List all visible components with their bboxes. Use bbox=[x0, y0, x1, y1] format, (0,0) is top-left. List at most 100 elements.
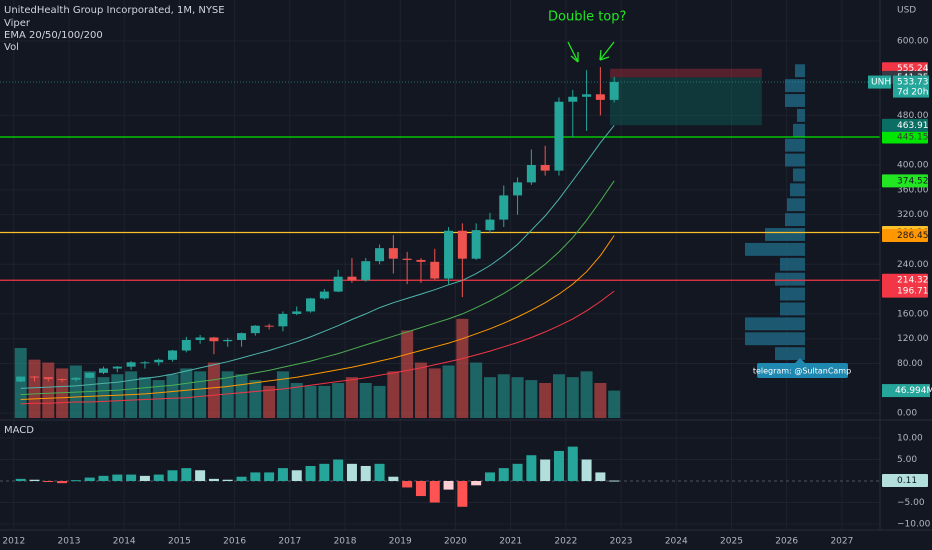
macd-bar bbox=[15, 478, 26, 482]
volume-profile-bar bbox=[745, 242, 805, 256]
candle-body bbox=[361, 261, 371, 281]
macd-bar bbox=[498, 468, 509, 482]
candle-body bbox=[71, 377, 81, 380]
candle-body bbox=[195, 337, 205, 340]
y-tick-label: −10.00 bbox=[897, 519, 931, 529]
macd-bar bbox=[374, 463, 385, 482]
x-tick-label: 2022 bbox=[554, 537, 577, 547]
candle-body bbox=[347, 276, 357, 281]
macd-bar bbox=[29, 479, 40, 482]
volume-bar bbox=[14, 348, 27, 418]
volume-bar bbox=[442, 365, 455, 418]
macd-bar bbox=[346, 463, 357, 482]
volume-bar bbox=[97, 377, 110, 418]
x-tick-label: 2020 bbox=[444, 537, 467, 547]
volume-bar bbox=[263, 385, 276, 418]
volume-bar bbox=[249, 380, 262, 418]
volume-tag bbox=[882, 384, 930, 398]
x-tick-label: 2013 bbox=[58, 537, 81, 547]
macd-bar bbox=[415, 481, 426, 497]
price-tag bbox=[882, 284, 928, 298]
volume-bar bbox=[207, 362, 220, 418]
macd-bar bbox=[567, 446, 578, 482]
x-tick-label: 2026 bbox=[775, 537, 798, 547]
position-risk bbox=[610, 68, 762, 78]
volume-tag-label: 46.994M bbox=[895, 386, 932, 396]
price-tag bbox=[882, 130, 928, 144]
macd-bar bbox=[126, 474, 137, 482]
telegram-label: telegram: @SultanCamp bbox=[753, 358, 851, 378]
volume-profile-bar bbox=[793, 123, 805, 137]
macd-bar bbox=[526, 455, 537, 482]
candle-body bbox=[16, 376, 26, 382]
price-tag-label: 445.15 bbox=[897, 133, 929, 143]
y-tick-label: 10.00 bbox=[897, 434, 923, 444]
candle-body bbox=[181, 339, 191, 351]
macd-bar bbox=[222, 479, 233, 482]
x-tick-label: 2019 bbox=[389, 537, 412, 547]
macd-bar bbox=[484, 472, 495, 482]
chart-title: UnitedHealth Group Incorporated, 1M, NYS… bbox=[4, 5, 225, 16]
x-tick-label: 2021 bbox=[499, 537, 522, 547]
candle-body bbox=[140, 362, 150, 364]
price-tag-label: 286.45 bbox=[897, 231, 929, 241]
label-text: telegram: @SultanCamp bbox=[753, 367, 851, 376]
x-tick-label: 2024 bbox=[665, 537, 688, 547]
volume-profile-bar bbox=[775, 272, 805, 286]
candle-body bbox=[526, 165, 536, 183]
volume-profile-bar bbox=[785, 94, 805, 107]
macd-bar bbox=[167, 470, 178, 482]
price-tag-label: 196.71 bbox=[897, 287, 929, 297]
volume-bar bbox=[511, 377, 524, 418]
candle-body bbox=[333, 276, 343, 292]
volume-profile-bar bbox=[797, 108, 805, 122]
candle-body bbox=[444, 230, 454, 279]
indicator-label: Viper bbox=[4, 18, 31, 29]
macd-bar bbox=[195, 470, 206, 482]
x-tick-label: 2014 bbox=[113, 537, 136, 547]
x-tick-label: 2016 bbox=[223, 537, 246, 547]
volume-bar bbox=[483, 377, 496, 418]
macd-bar bbox=[553, 450, 564, 482]
price-tag bbox=[882, 474, 928, 488]
candle-body bbox=[457, 230, 467, 259]
candle-body bbox=[582, 94, 592, 97]
candle-body bbox=[375, 248, 385, 262]
volume-bar bbox=[539, 383, 552, 418]
candle-body bbox=[264, 325, 274, 327]
currency: USD bbox=[897, 6, 916, 16]
volume-bar bbox=[28, 359, 41, 418]
ema-line bbox=[20, 180, 615, 396]
y-tick-label: 600.00 bbox=[897, 36, 929, 46]
volume-profile-bar bbox=[775, 347, 805, 361]
volume-bar bbox=[194, 371, 207, 418]
macd-bar bbox=[360, 465, 371, 482]
candle-body bbox=[57, 379, 67, 381]
candle-body bbox=[609, 82, 619, 100]
arrow bbox=[599, 41, 615, 61]
volume-bar bbox=[276, 371, 289, 418]
candle-body bbox=[319, 291, 329, 299]
indicator-label: EMA 20/50/100/200 bbox=[4, 30, 103, 41]
macd-title: MACD bbox=[4, 425, 34, 436]
grid bbox=[0, 0, 880, 530]
y-tick-label: 320.00 bbox=[897, 210, 929, 220]
macd-bar bbox=[471, 481, 482, 486]
price-tag-label: 533.73 bbox=[897, 78, 929, 88]
volume-bar bbox=[111, 374, 124, 418]
macd-bar bbox=[181, 468, 192, 482]
macd-bar bbox=[457, 481, 468, 507]
candle-body bbox=[568, 96, 578, 102]
macd-bar bbox=[429, 481, 440, 503]
volume-bar bbox=[525, 380, 538, 418]
y-tick-label: 240.00 bbox=[897, 260, 929, 270]
y-tick-label: 0.00 bbox=[897, 409, 917, 419]
macd-bar bbox=[264, 472, 275, 482]
countdown: 7d 20h bbox=[897, 88, 928, 98]
candle-body bbox=[112, 366, 122, 369]
candle-body bbox=[43, 377, 53, 380]
volume-profile-bar bbox=[793, 168, 805, 182]
volume-profile-bar bbox=[785, 79, 805, 93]
candle-body bbox=[388, 248, 398, 259]
candle-body bbox=[99, 368, 109, 373]
